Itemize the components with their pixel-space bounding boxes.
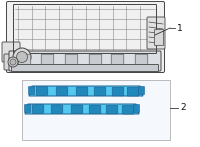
FancyBboxPatch shape xyxy=(127,87,139,96)
Circle shape xyxy=(13,48,31,66)
FancyBboxPatch shape xyxy=(71,105,83,114)
FancyBboxPatch shape xyxy=(106,105,118,114)
FancyBboxPatch shape xyxy=(12,65,158,71)
FancyBboxPatch shape xyxy=(18,54,31,68)
Text: 1: 1 xyxy=(177,24,183,32)
FancyBboxPatch shape xyxy=(135,54,148,68)
FancyBboxPatch shape xyxy=(147,17,165,49)
Polygon shape xyxy=(25,104,139,114)
Text: 2: 2 xyxy=(180,103,186,112)
FancyBboxPatch shape xyxy=(134,105,140,112)
FancyBboxPatch shape xyxy=(2,42,20,62)
FancyBboxPatch shape xyxy=(76,87,88,96)
FancyBboxPatch shape xyxy=(6,1,164,72)
FancyBboxPatch shape xyxy=(154,30,164,46)
FancyBboxPatch shape xyxy=(32,105,44,113)
FancyBboxPatch shape xyxy=(122,105,134,114)
FancyBboxPatch shape xyxy=(56,87,68,95)
FancyBboxPatch shape xyxy=(41,54,54,68)
Bar xyxy=(22,80,170,140)
Circle shape xyxy=(16,51,28,62)
FancyBboxPatch shape xyxy=(4,54,30,70)
FancyBboxPatch shape xyxy=(138,86,144,95)
FancyBboxPatch shape xyxy=(51,105,63,113)
FancyBboxPatch shape xyxy=(111,54,124,68)
FancyBboxPatch shape xyxy=(24,105,30,112)
FancyBboxPatch shape xyxy=(112,87,124,96)
Circle shape xyxy=(10,59,16,65)
FancyBboxPatch shape xyxy=(29,86,35,95)
FancyBboxPatch shape xyxy=(36,87,48,95)
FancyBboxPatch shape xyxy=(94,87,106,96)
FancyBboxPatch shape xyxy=(65,54,78,68)
Polygon shape xyxy=(29,86,143,96)
FancyBboxPatch shape xyxy=(9,51,161,71)
FancyBboxPatch shape xyxy=(89,54,102,68)
FancyBboxPatch shape xyxy=(89,105,101,114)
Circle shape xyxy=(8,57,18,67)
